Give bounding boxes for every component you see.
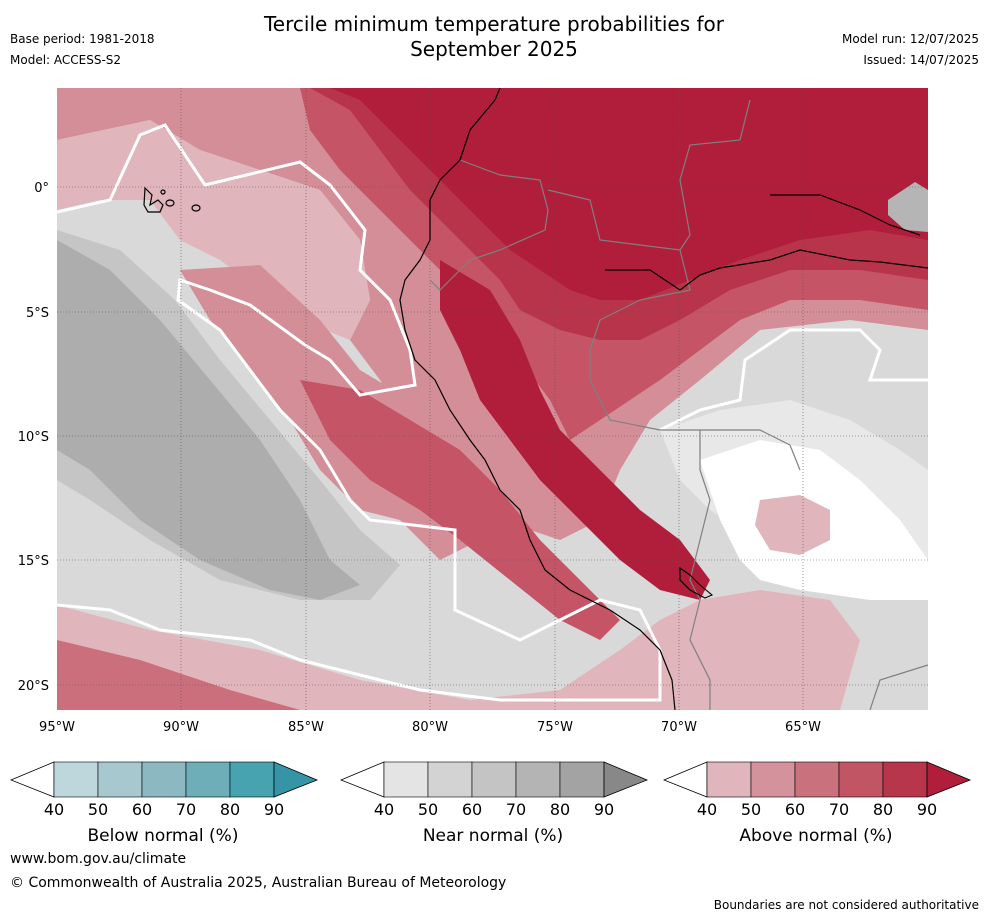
field-near-normal-70: [57, 230, 400, 600]
colorbar-tick-label: 90: [916, 800, 938, 819]
field-above-90-coastal: [440, 260, 710, 600]
colorbar-bin: [838, 761, 884, 798]
lon-tick-label: 65°W: [785, 720, 821, 735]
colorbar-min-extend: [340, 761, 385, 798]
field-near-normal-ne: [888, 182, 928, 232]
lon-tick-label: 85°W: [288, 720, 324, 735]
colorbar-near: [340, 761, 649, 798]
lake-titicaca: [679, 566, 714, 599]
copyright: © Commonwealth of Australia 2025, Austra…: [10, 875, 507, 891]
colorbar-title: Above normal (%): [739, 826, 893, 846]
lon-tick-label: 90°W: [163, 720, 199, 735]
colorbar-bin: [515, 761, 561, 798]
colorbar-bin: [229, 761, 275, 798]
colorbar-tick-label: 70: [505, 800, 527, 819]
colorbar-above: [663, 761, 972, 798]
colorbar-max-extend: [603, 761, 649, 798]
colorbar-bin: [427, 761, 473, 798]
colorbar-bin: [559, 761, 605, 798]
colorbar-tick-label: 90: [263, 800, 285, 819]
colorbar-bin: [882, 761, 928, 798]
colorbar-below: [10, 761, 319, 798]
colorbar-tick-label: 80: [219, 800, 241, 819]
lon-tick-label: 80°W: [412, 720, 448, 735]
colorbar-tick-label: 70: [828, 800, 850, 819]
title-line-1: Tercile minimum temperature probabilitie…: [263, 12, 725, 36]
model-run: Model run: 12/07/2025: [841, 32, 979, 46]
colorbar-bin: [471, 761, 517, 798]
colorbar-tick-label: 60: [784, 800, 806, 819]
lat-tick-label: 20°S: [18, 679, 49, 694]
longitude-ticks: 95°W 90°W 85°W 80°W 75°W 70°W 65°W: [39, 720, 821, 735]
colorbar-bin: [185, 761, 231, 798]
lat-tick-label: 5°S: [26, 306, 49, 321]
colorbar-tick-label: 40: [373, 800, 395, 819]
map-title: Tercile minimum temperature probabilitie…: [0, 12, 988, 62]
title-line-2: September 2025: [410, 37, 578, 61]
field-above-40-east: [755, 495, 830, 555]
latitude-ticks: 0° 5°S 10°S 15°S 20°S: [18, 181, 49, 694]
map-fields: [57, 88, 928, 710]
meta-left: Base period: 1981-2018 Model: ACCESS-S2: [10, 29, 155, 71]
colorbar-max-extend: [926, 761, 972, 798]
galapagos-islands: [143, 186, 201, 213]
colorbar-min-extend: [663, 761, 708, 798]
field-above-90-core: [330, 88, 928, 300]
colorbar-tick-label: 80: [549, 800, 571, 819]
field-above-70-band: [300, 380, 620, 640]
lon-tick-label: 75°W: [537, 720, 573, 735]
colorbar-tick-label: 60: [131, 800, 153, 819]
lat-tick-label: 10°S: [18, 430, 49, 445]
base-period: Base period: 1981-2018: [10, 32, 155, 46]
colorbar-max-extend: [273, 761, 319, 798]
disclaimer: Boundaries are not considered authoritat…: [713, 898, 979, 912]
colorbar-tick-label: 70: [175, 800, 197, 819]
lon-tick-label: 95°W: [39, 720, 75, 735]
meta-right: Model run: 12/07/2025 Issued: 14/07/2025: [842, 29, 979, 71]
field-above-60-south: [57, 640, 300, 710]
colorbar-tick-label: 40: [43, 800, 65, 819]
colorbar-bin: [383, 761, 429, 798]
colorbar-bin: [706, 761, 752, 798]
issued-date: Issued: 14/07/2025: [863, 53, 979, 67]
colorbar-bin: [97, 761, 143, 798]
colorbar-min-extend: [10, 761, 55, 798]
colorbar-bin: [794, 761, 840, 798]
website-link[interactable]: www.bom.gov.au/climate: [10, 851, 187, 867]
colorbar-bin: [53, 761, 99, 798]
colorbar-tick-label: 40: [696, 800, 718, 819]
colorbar-title: Below normal (%): [87, 826, 239, 846]
colorbar-bin: [750, 761, 796, 798]
graticule: [57, 88, 928, 710]
colorbar-tick-label: 60: [461, 800, 483, 819]
boundary-40-west: [57, 123, 662, 702]
colorbar-tick-label: 50: [740, 800, 762, 819]
national-borders: [429, 99, 928, 710]
lon-tick-label: 70°W: [661, 720, 697, 735]
lat-tick-label: 0°: [34, 181, 49, 196]
field-above-40-northwest: [57, 120, 370, 340]
colorbar-tick-label: 80: [872, 800, 894, 819]
colorbar-title: Near normal (%): [422, 826, 564, 846]
colorbar-bin: [141, 761, 187, 798]
colorbar-tick-label: 50: [417, 800, 439, 819]
lat-tick-label: 15°S: [18, 554, 49, 569]
colorbar-tick-label: 90: [593, 800, 615, 819]
coastline: [399, 88, 928, 710]
boundary-40-east: [659, 328, 928, 432]
model-name: Model: ACCESS-S2: [10, 53, 122, 67]
colorbar-tick-label: 50: [87, 800, 109, 819]
